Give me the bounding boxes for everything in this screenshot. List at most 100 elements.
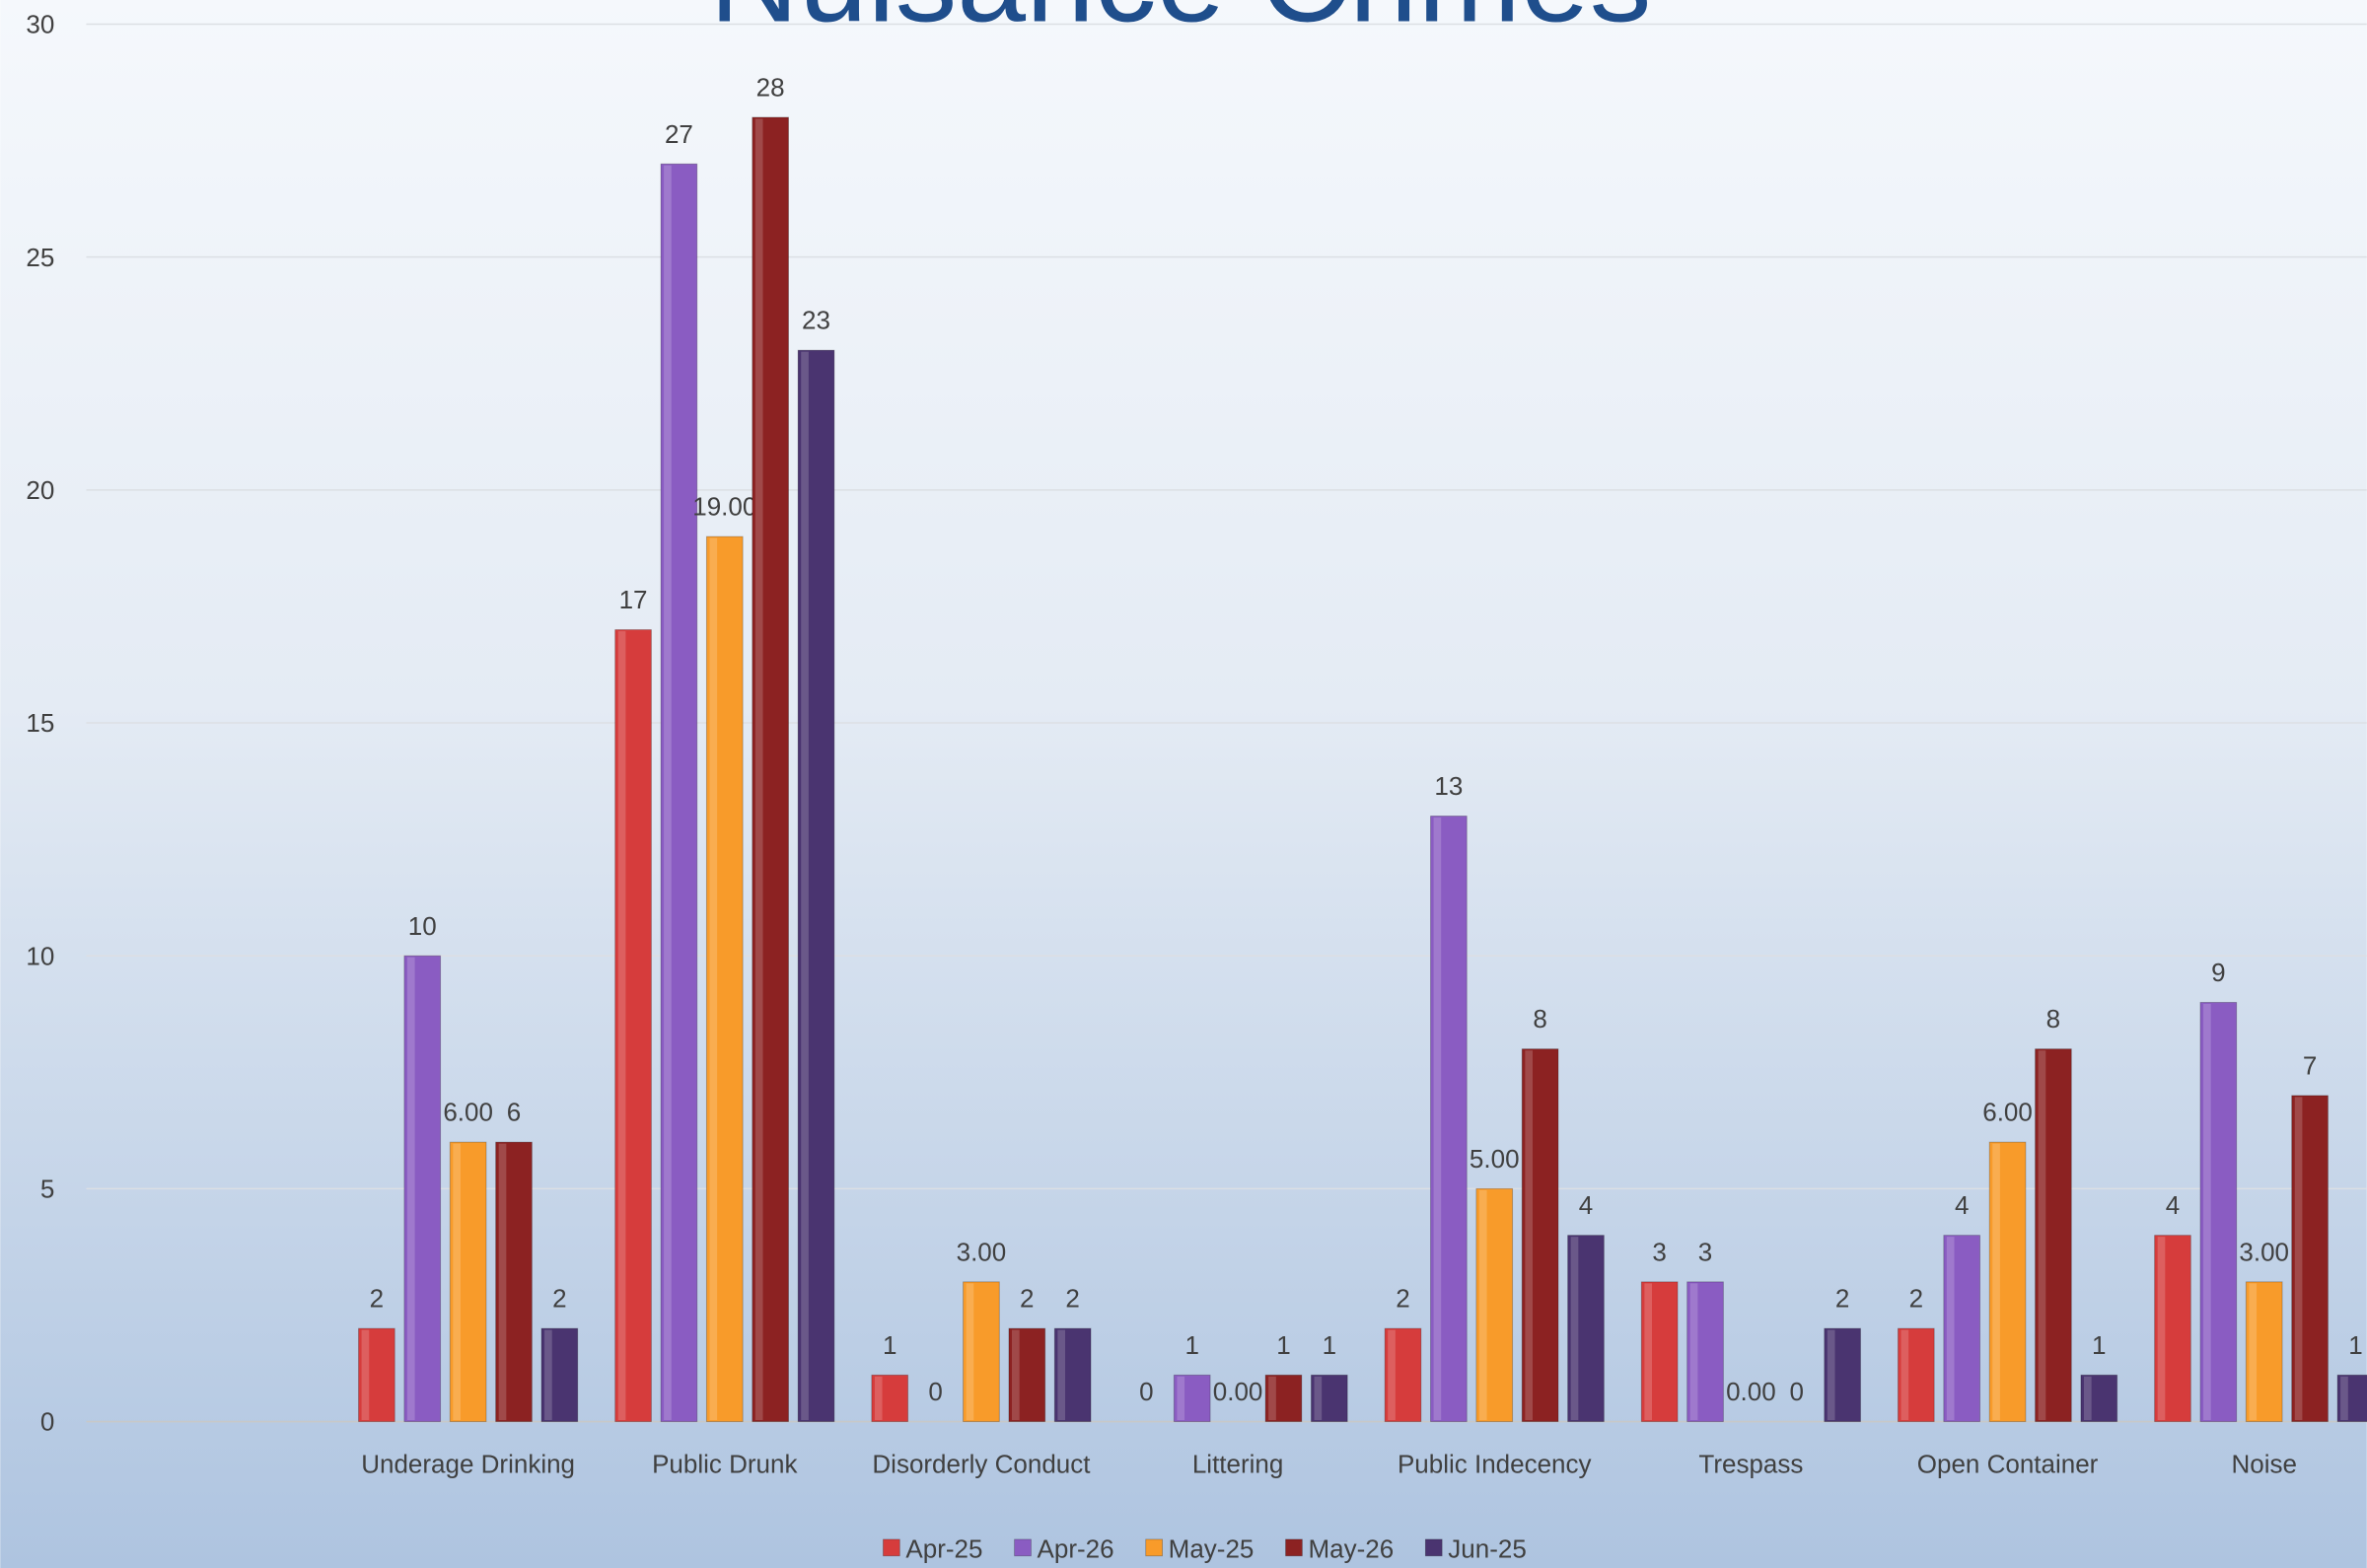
bar	[2199, 1001, 2238, 1423]
bar-shine	[754, 118, 763, 1421]
bar-shine	[1433, 818, 1442, 1421]
data-label: 1	[1323, 1330, 1336, 1360]
bar-shine	[498, 1143, 507, 1421]
bar	[660, 163, 698, 1423]
data-label: 6	[507, 1098, 521, 1127]
bar-shine	[2083, 1376, 2092, 1421]
bar	[1640, 1281, 1679, 1423]
bar-shine	[709, 537, 718, 1421]
bar-shine	[1525, 1050, 1533, 1421]
bar-shine	[1057, 1329, 1066, 1421]
data-label: 4	[2166, 1190, 2180, 1220]
y-tick-label: 10	[26, 941, 54, 970]
data-label: 27	[665, 119, 693, 149]
bar-shine	[966, 1283, 974, 1421]
bar	[1173, 1374, 1211, 1423]
bar-shine	[2038, 1050, 2046, 1421]
bar-shine	[1644, 1283, 1653, 1421]
bar-shine	[406, 957, 415, 1421]
x-tick-label: Trespass	[1698, 1450, 1803, 1479]
bar-shine	[1012, 1329, 1020, 1421]
data-label: 23	[802, 306, 830, 335]
bar	[358, 1327, 395, 1423]
legend-label: May-25	[1169, 1533, 1255, 1563]
bar-shine	[1478, 1189, 1487, 1421]
bar-shine	[2340, 1376, 2348, 1421]
legend-swatch	[1285, 1538, 1303, 1557]
bar	[1264, 1374, 1303, 1423]
data-label: 6.00	[443, 1098, 493, 1127]
bar-shine	[453, 1143, 461, 1421]
legend-swatch	[1424, 1538, 1443, 1557]
data-label: 8	[2046, 1004, 2060, 1033]
data-label: 5.00	[1470, 1144, 1520, 1174]
bar	[2035, 1048, 2072, 1423]
data-label: 9	[2211, 958, 2225, 987]
bar	[2080, 1374, 2118, 1423]
data-label: 2	[552, 1284, 566, 1314]
bar-shine	[544, 1329, 552, 1421]
bar	[2154, 1235, 2191, 1423]
data-label: 1	[1184, 1330, 1198, 1360]
x-tick-label: Littering	[1192, 1450, 1284, 1479]
bar	[963, 1281, 1000, 1423]
bar	[1430, 816, 1468, 1423]
bar	[705, 535, 744, 1423]
data-label: 4	[1579, 1190, 1593, 1220]
bar-shine	[801, 351, 809, 1421]
bar	[2291, 1095, 2329, 1423]
data-label: 3	[1652, 1237, 1666, 1266]
legend-swatch	[883, 1538, 900, 1557]
bar-shine	[1570, 1237, 1579, 1421]
bar	[1897, 1327, 1935, 1423]
bar-shine	[1689, 1283, 1698, 1421]
data-label: 2	[1396, 1284, 1409, 1314]
bar	[797, 349, 835, 1423]
legend-swatch	[1145, 1538, 1163, 1557]
bar	[2336, 1374, 2367, 1423]
data-label: 2	[1020, 1284, 1034, 1314]
bar	[1686, 1281, 1724, 1423]
x-tick-label: Public Indecency	[1398, 1450, 1592, 1479]
bar	[1943, 1235, 1981, 1423]
bar	[1521, 1048, 1559, 1423]
bar	[1311, 1374, 1348, 1423]
y-tick-label: 15	[26, 708, 54, 738]
data-label: 3	[1698, 1237, 1712, 1266]
data-label: 8	[1533, 1004, 1546, 1033]
bar	[1475, 1187, 1514, 1423]
bar	[614, 629, 652, 1423]
legend-label: May-26	[1308, 1533, 1394, 1563]
data-label: 2	[1835, 1284, 1849, 1314]
bar-shine	[617, 631, 626, 1421]
bar	[449, 1141, 487, 1423]
bar-shine	[1268, 1376, 1276, 1421]
y-tick-label: 5	[40, 1175, 54, 1204]
data-label: 2	[1909, 1284, 1923, 1314]
bar	[1384, 1327, 1422, 1423]
data-label: 1	[2348, 1330, 2362, 1360]
bar	[1567, 1235, 1605, 1423]
data-label: 3.00	[957, 1237, 1007, 1266]
legend-label: Apr-26	[1038, 1533, 1114, 1563]
data-label: 6.00	[1982, 1098, 2033, 1127]
data-label: 13	[1434, 771, 1463, 801]
data-label: 1	[1276, 1330, 1290, 1360]
data-label: 0.00	[1213, 1377, 1263, 1406]
x-tick-label: Open Container	[1917, 1450, 2099, 1479]
data-label: 17	[619, 585, 648, 614]
bar-shine	[1177, 1376, 1185, 1421]
data-label: 7	[2303, 1050, 2317, 1080]
data-label: 1	[883, 1330, 897, 1360]
y-tick-label: 0	[40, 1407, 54, 1437]
data-label: 0	[928, 1377, 942, 1406]
bar	[495, 1141, 533, 1423]
legend-label: Jun-25	[1448, 1533, 1527, 1563]
bar-shine	[2294, 1097, 2303, 1421]
bar	[1008, 1327, 1046, 1423]
bar	[752, 116, 789, 1423]
data-label: 2	[370, 1284, 384, 1314]
data-label: 28	[756, 73, 785, 103]
bar-shine	[1827, 1329, 1835, 1421]
